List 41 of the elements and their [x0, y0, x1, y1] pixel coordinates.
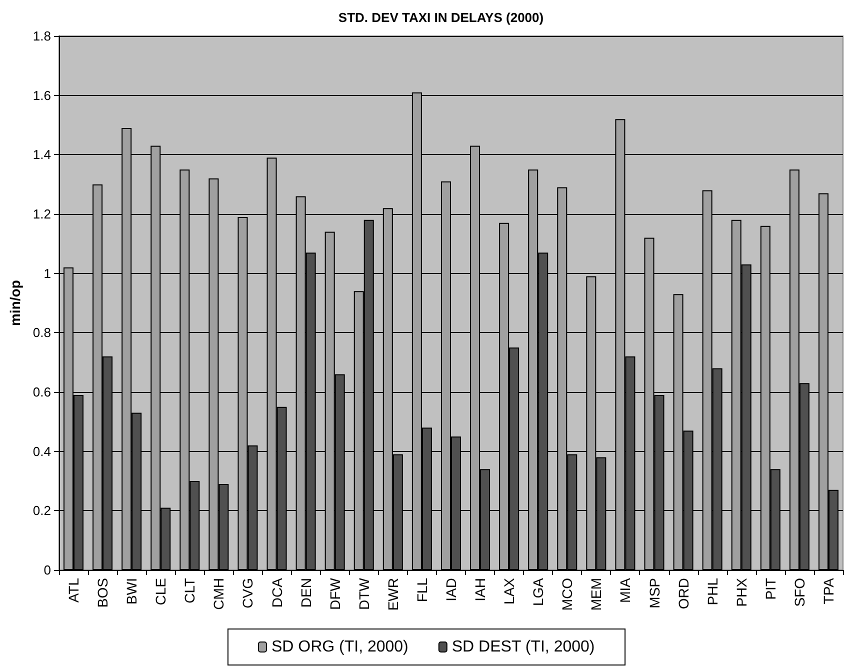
x-tick-label: LGA: [530, 577, 546, 606]
y-tick-label: 1.8: [32, 28, 51, 44]
x-tick-label: BOS: [94, 578, 111, 608]
x-tick-label: LAX: [501, 577, 518, 604]
legend-label: SD ORG (TI, 2000): [271, 638, 408, 656]
x-tick-label: ORD: [675, 578, 692, 610]
x-tick-label: MEM: [588, 578, 604, 611]
y-tick-label: 0.8: [32, 325, 51, 340]
x-tick-label: IAH: [472, 578, 488, 602]
x-tick-label: CVG: [240, 578, 256, 608]
y-tick-label: 1: [44, 266, 51, 281]
x-tick-label: PHL: [704, 578, 720, 606]
x-tick-label: DTW: [356, 577, 372, 610]
y-tick-label: 1.4: [32, 147, 51, 162]
x-tick-label: CLT: [182, 578, 198, 604]
x-tick-label: SFO: [791, 578, 808, 607]
y-tick-label: 0.4: [32, 444, 51, 459]
x-tick-label: CLE: [152, 578, 169, 606]
y-tick-label: 0.2: [32, 503, 51, 518]
y-tick-label: 0.6: [32, 384, 51, 400]
x-tick-label: PHX: [733, 577, 750, 607]
x-tick-label: TPA: [820, 577, 836, 604]
x-tick-label: ATL: [65, 578, 82, 603]
y-tick-label: 0: [44, 562, 51, 578]
x-tick-label: IAD: [442, 578, 459, 602]
y-tick-label: 1.2: [32, 206, 51, 222]
x-tick-label: MIA: [617, 577, 634, 603]
x-tick-label: EWR: [384, 578, 401, 611]
x-tick-label: DFW: [326, 577, 343, 610]
x-tick-label: DCA: [268, 577, 285, 608]
x-tick-label: CMH: [210, 578, 227, 610]
x-tick-label: BWI: [124, 578, 140, 604]
x-tick-label: PIT: [762, 578, 778, 600]
legend-label: SD DEST (TI, 2000): [452, 638, 595, 656]
x-tick-label: DEN: [298, 578, 314, 608]
chart-title: STD. DEV TAXI IN DELAYS (2000): [338, 10, 544, 25]
x-tick-label: MSP: [646, 578, 662, 608]
x-tick-label: FLL: [414, 578, 430, 602]
y-tick-label: 1.6: [32, 88, 51, 103]
y-axis-title: min/op: [7, 280, 23, 326]
x-tick-label: MCO: [559, 578, 576, 611]
